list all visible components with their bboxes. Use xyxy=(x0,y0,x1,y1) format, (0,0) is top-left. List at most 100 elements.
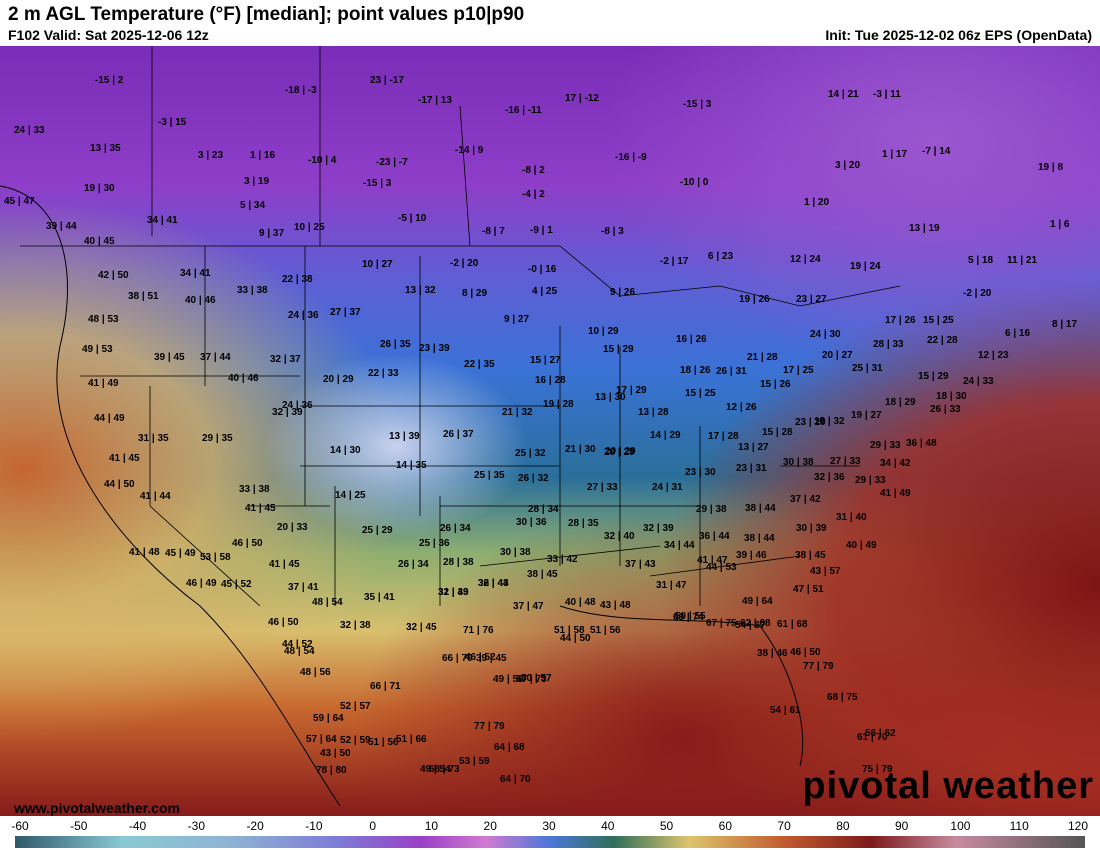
point-value-label: 41 | 45 xyxy=(109,453,140,464)
point-value-label: 23 | 39 xyxy=(419,343,450,354)
point-value-label: 39 | 46 xyxy=(736,550,767,561)
point-value-label: 21 | 28 xyxy=(747,352,778,363)
point-value-label: 42 | 50 xyxy=(98,270,129,281)
point-value-label: 38 | 45 xyxy=(527,569,558,580)
point-value-label: -7 | 14 xyxy=(922,146,951,157)
point-value-label: 21 | 30 xyxy=(565,444,596,455)
point-value-label: 15 | 27 xyxy=(530,355,561,366)
point-value-label: 29 | 33 xyxy=(855,475,886,486)
point-value-label: 20 | 27 xyxy=(822,350,853,361)
point-value-label: 56 | 62 xyxy=(865,728,896,739)
point-value-label: 38 | 44 xyxy=(745,503,776,514)
state-borders xyxy=(20,46,901,607)
point-value-label: 26 | 37 xyxy=(443,429,474,440)
valid-time: F102 Valid: Sat 2025-12-06 12z xyxy=(8,27,209,43)
point-value-label: 15 | 25 xyxy=(685,388,716,399)
point-value-label: -9 | 1 xyxy=(530,225,553,236)
point-value-label: 40 | 46 xyxy=(185,295,216,306)
point-value-label: 46 | 49 xyxy=(186,578,217,589)
point-value-label: -14 | 9 xyxy=(455,145,484,156)
colorbar-tick-label: 0 xyxy=(369,819,376,833)
point-value-label: 32 | 43 xyxy=(438,587,469,598)
point-value-label: 78 | 80 xyxy=(316,765,347,776)
point-value-label: 26 | 35 xyxy=(380,339,411,350)
point-value-label: 28 | 38 xyxy=(443,557,474,568)
point-value-label: 9 | 37 xyxy=(259,228,285,239)
point-value-label: 45 | 52 xyxy=(221,579,252,590)
point-value-label: 45 | 47 xyxy=(4,196,35,207)
point-value-label: 46 | 52 xyxy=(465,652,496,663)
temperature-map: -15 | 2 -18 | -3 23 | -17 -17 | 13 -16 | -11… xyxy=(0,46,1100,816)
point-value-label: 23 | 29 xyxy=(795,417,826,428)
point-value-label: 26 | 34 xyxy=(398,559,429,570)
point-value-label: 41 | 44 xyxy=(140,491,171,502)
point-value-label: 37 | 43 xyxy=(625,559,656,570)
point-value-label: 14 | 25 xyxy=(335,490,366,501)
point-value-label: 46 | 50 xyxy=(790,647,821,658)
point-value-label: -15 | 3 xyxy=(363,178,392,189)
point-value-label: 12 | 23 xyxy=(978,350,1009,361)
colorbar-tick-label: 50 xyxy=(659,819,674,833)
point-value-label: 50 | 57 xyxy=(521,673,552,684)
point-value-label: 54 | 61 xyxy=(770,705,801,716)
point-value-label: 51 | 58 xyxy=(554,625,585,636)
point-value-label: 5 | 34 xyxy=(240,200,266,211)
point-value-label: 9 | 26 xyxy=(610,287,636,298)
point-value-label: 14 | 21 xyxy=(828,89,859,100)
point-value-label: 33 | 42 xyxy=(547,554,578,565)
point-value-label: 59 | 64 xyxy=(313,713,344,724)
point-value-label: 12 | 24 xyxy=(790,254,821,265)
point-value-label: -2 | 20 xyxy=(963,288,992,299)
site-url: www.pivotalweather.com xyxy=(14,800,180,816)
point-value-label: 5 | 18 xyxy=(968,255,994,266)
point-value-label: 52 | 57 xyxy=(340,701,371,712)
point-value-label: 20 | 29 xyxy=(323,374,354,385)
point-value-label: -15 | 2 xyxy=(95,75,124,86)
point-value-label: 68 | 75 xyxy=(827,692,858,703)
point-value-label: 62 | 68 xyxy=(740,618,771,629)
point-value-label: 12 | 26 xyxy=(726,402,757,413)
point-value-label: 4 | 25 xyxy=(532,286,558,297)
colorbar-tick-label: -30 xyxy=(187,819,205,833)
point-value-label: 13 | 35 xyxy=(90,143,121,154)
point-value-label: 41 | 48 xyxy=(129,547,160,558)
point-value-label: 37 | 44 xyxy=(200,352,231,363)
point-value-label: 46 | 50 xyxy=(268,617,299,628)
colorbar-tick-label: -50 xyxy=(70,819,88,833)
point-value-label: 15 | 29 xyxy=(918,371,949,382)
colorbar-gradient xyxy=(15,836,1085,848)
point-value-label: 22 | 33 xyxy=(368,368,399,379)
point-value-label: 13 | 27 xyxy=(738,442,769,453)
brand-logo: pivotal weather xyxy=(802,765,1094,807)
map-canvas xyxy=(0,46,1100,816)
point-value-label: 41 | 47 xyxy=(697,555,728,566)
point-value-label: 18 | 30 xyxy=(936,391,967,402)
point-value-label: 37 | 42 xyxy=(790,494,821,505)
point-value-label: 30 | 36 xyxy=(516,517,547,528)
point-value-label: 37 | 47 xyxy=(513,601,544,612)
point-value-label: -16 | -9 xyxy=(615,152,647,163)
point-value-label: 3 | 19 xyxy=(244,176,270,187)
point-value-label: 50 | 55 xyxy=(675,611,706,622)
point-value-label: 13 | 39 xyxy=(389,431,420,442)
point-value-label: 17 | 26 xyxy=(885,315,916,326)
point-value-label: 6 | 16 xyxy=(1005,328,1031,339)
point-value-label: -8 | 7 xyxy=(482,226,505,237)
point-value-label: 17 | 25 xyxy=(783,365,814,376)
point-value-label: -10 | 4 xyxy=(308,155,337,166)
point-value-label: 64 | 70 xyxy=(500,774,531,785)
point-value-label: 15 | 26 xyxy=(760,379,791,390)
point-value-label: 37 | 41 xyxy=(288,582,319,593)
point-value-label: 19 | 30 xyxy=(84,183,115,194)
point-value-label: 11 | 21 xyxy=(1007,255,1038,266)
colorbar-tick-label: 40 xyxy=(601,819,615,833)
colorbar-tick-label: 10 xyxy=(424,819,439,833)
point-value-label: 40 | 45 xyxy=(84,236,115,247)
point-value-label: 23 | 30 xyxy=(685,467,716,478)
point-value-label: -16 | -11 xyxy=(505,105,542,116)
point-value-label: 1 | 6 xyxy=(1050,219,1070,230)
point-value-label: 22 | 28 xyxy=(927,335,958,346)
point-value-label: 10 | 25 xyxy=(294,222,325,233)
point-value-label: 20 | 29 xyxy=(604,447,635,458)
point-value-label: 44 | 49 xyxy=(94,413,125,424)
